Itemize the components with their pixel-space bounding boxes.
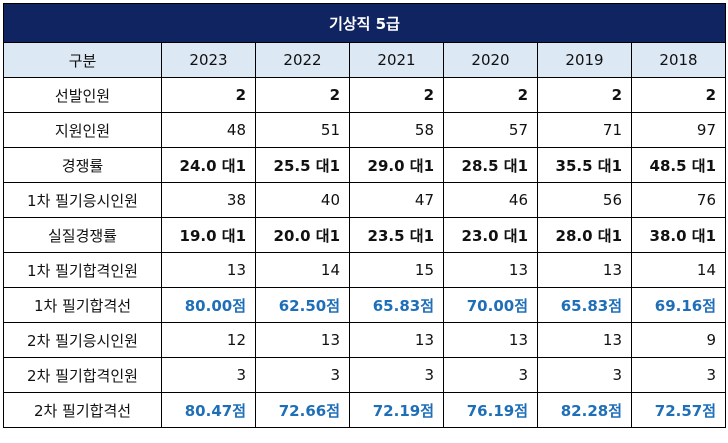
table-cell: 23.5 대1 [349,217,444,253]
table-cell: 58 [349,112,444,148]
header-label: 구분 [3,42,162,78]
table-cell: 3 [349,357,444,393]
table-cell: 14 [630,252,727,288]
header-year-2021: 2021 [349,42,444,78]
table-cell: 71 [537,112,632,148]
table-cell: 80.00점 [161,287,256,323]
table-row: 1차 필기응시인원 38 40 47 46 56 76 [3,182,727,218]
table-cell: 12 [161,322,256,358]
table-cell: 13 [537,322,632,358]
table-cell: 13 [161,252,256,288]
row-label: 1차 필기응시인원 [3,182,162,218]
table-cell: 2 [443,77,538,113]
table-row: 실질경쟁률 19.0 대1 20.0 대1 23.5 대1 23.0 대1 28.0 대1… [3,217,727,253]
table-cell: 35.5 대1 [537,147,632,183]
table-cell: 13 [443,322,538,358]
table-cell: 29.0 대1 [349,147,444,183]
table-cell: 3 [537,357,632,393]
table-cell: 40 [255,182,350,218]
table-cell: 3 [630,357,727,393]
table-cell: 15 [349,252,444,288]
table-cell: 65.83점 [537,287,632,323]
table-cell: 13 [537,252,632,288]
table-cell: 13 [349,322,444,358]
table-cell: 19.0 대1 [161,217,256,253]
table-cell: 70.00점 [443,287,538,323]
table-cell: 76 [630,182,727,218]
table-cell: 47 [349,182,444,218]
table-cell: 57 [443,112,538,148]
table-cell: 23.0 대1 [443,217,538,253]
table-cell: 72.19점 [349,392,444,428]
table-cell: 56 [537,182,632,218]
header-year-2023: 2023 [161,42,256,78]
table-row: 2차 필기합격선 80.47점 72.66점 72.19점 76.19점 82.28점 72… [3,392,727,428]
table-cell: 72.57점 [630,392,727,428]
table-cell: 28.5 대1 [443,147,538,183]
table-cell: 38 [161,182,256,218]
row-label: 실질경쟁률 [3,217,162,253]
table-cell: 76.19점 [443,392,538,428]
row-label: 1차 필기합격선 [3,287,162,323]
row-label: 2차 필기응시인원 [3,322,162,358]
table-row: 지원인원 48 51 58 57 71 97 [3,112,727,148]
table-cell: 2 [630,77,727,113]
table-cell: 3 [255,357,350,393]
row-label: 지원인원 [3,112,162,148]
table-cell: 72.66점 [255,392,350,428]
row-label: 2차 필기합격선 [3,392,162,428]
table-cell: 82.28점 [537,392,632,428]
table-cell: 65.83점 [349,287,444,323]
table-cell: 69.16점 [630,287,727,323]
table-row: 선발인원 2 2 2 2 2 2 [3,77,727,113]
table-cell: 9 [630,322,727,358]
table-title: 기상직 5급 [2,3,727,43]
table-cell: 3 [443,357,538,393]
table-cell: 13 [255,322,350,358]
header-year-2019: 2019 [537,42,632,78]
table-body: 선발인원 2 2 2 2 2 2 지원인원 48 51 58 57 71 97 경쟁률 24.0 대1 25.5… [3,77,727,428]
header-year-2022: 2022 [255,42,350,78]
header-year-2020: 2020 [443,42,538,78]
table-cell: 2 [349,77,444,113]
row-label: 1차 필기합격인원 [3,252,162,288]
table-cell: 14 [255,252,350,288]
table-cell: 28.0 대1 [537,217,632,253]
table-cell: 13 [443,252,538,288]
table-row: 1차 필기합격인원 13 14 15 13 13 14 [3,252,727,288]
table-cell: 2 [255,77,350,113]
table-cell: 62.50점 [255,287,350,323]
table-cell: 97 [630,112,727,148]
row-label: 선발인원 [3,77,162,113]
table-row: 2차 필기응시인원 12 13 13 13 13 9 [3,322,727,358]
table-cell: 48 [161,112,256,148]
table-cell: 24.0 대1 [161,147,256,183]
row-label: 경쟁률 [3,147,162,183]
table-row: 2차 필기합격인원 3 3 3 3 3 3 [3,357,727,393]
table-cell: 2 [161,77,256,113]
table-cell: 48.5 대1 [630,147,727,183]
table-cell: 3 [161,357,256,393]
table-cell: 20.0 대1 [255,217,350,253]
table-cell: 51 [255,112,350,148]
stats-table-container: 기상직 5급 구분 2023 2022 2021 2020 2019 2018 선발인원 2… [2,3,727,428]
table-cell: 38.0 대1 [630,217,727,253]
row-label: 2차 필기합격인원 [3,357,162,393]
header-row: 구분 2023 2022 2021 2020 2019 2018 [3,42,727,78]
table-cell: 46 [443,182,538,218]
table-cell: 2 [537,77,632,113]
table-cell: 80.47점 [161,392,256,428]
table-row: 경쟁률 24.0 대1 25.5 대1 29.0 대1 28.5 대1 35.5 대1 48… [3,147,727,183]
table-row: 1차 필기합격선 80.00점 62.50점 65.83점 70.00점 65.83점 69… [3,287,727,323]
table-cell: 25.5 대1 [255,147,350,183]
header-year-2018: 2018 [630,42,727,78]
exam-stats-table: 기상직 5급 구분 2023 2022 2021 2020 2019 2018 선발인원 2… [2,3,727,428]
